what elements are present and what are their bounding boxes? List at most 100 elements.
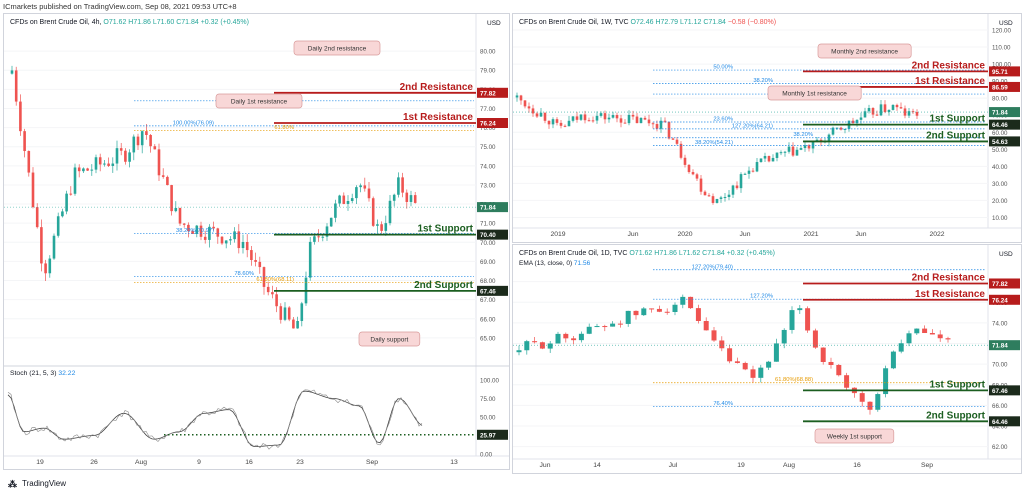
candle [691, 172, 695, 175]
fib-level-label: 78.60% [234, 271, 254, 277]
header-value: CFDs on Brent Crude Oil, 4h, [10, 19, 103, 26]
candle [617, 323, 623, 325]
candle [187, 224, 190, 232]
time-tick-label: 9 [197, 459, 201, 466]
candle [547, 343, 553, 349]
candle [170, 185, 173, 212]
chart-header: CFDs on Brent Crude Oil, 4h, O71.62 H71.… [10, 19, 249, 26]
price-tag [989, 416, 1020, 427]
fib-level-label: 127.20%(79.40) [692, 264, 733, 270]
chart-panel-1w[interactable]: CFDs on Brent Crude Oil, 1W, TVC O72.46 … [512, 13, 1022, 243]
candle [250, 250, 253, 261]
candle [308, 241, 312, 278]
chart-svg-1w[interactable]: CFDs on Brent Crude Oil, 1W, TVC O72.46 … [513, 14, 1021, 242]
candle [355, 187, 358, 199]
candle [94, 157, 98, 170]
publisher-bar: ICmarkets published on TradingView.com, … [0, 0, 1024, 12]
candle [734, 361, 740, 363]
candle [843, 128, 847, 130]
header-value: H71.86 [128, 19, 153, 26]
callout-box[interactable] [817, 43, 912, 59]
candle [672, 304, 678, 313]
candle [579, 114, 583, 120]
oscillator-tick-label: 0.00 [480, 452, 493, 459]
level-label: 1st Support [417, 224, 473, 235]
level-label: 2nd Resistance [912, 60, 986, 71]
level-label: 2nd Resistance [400, 82, 474, 93]
candle [891, 104, 895, 110]
callout-box[interactable] [767, 85, 862, 101]
tradingview-logo-icon[interactable]: ⁂ [8, 479, 17, 489]
price-tag [989, 294, 1020, 305]
candle [40, 227, 43, 264]
price-tick-label: 77.00 [480, 106, 496, 113]
candle [723, 197, 727, 199]
price-tick-label: 74.00 [992, 320, 1008, 327]
price-tag [989, 278, 1020, 289]
price-tag-label: 95.71 [992, 69, 1008, 76]
price-tag [989, 66, 1020, 77]
candle [237, 231, 241, 249]
candle [575, 116, 579, 120]
candle [338, 195, 341, 204]
time-tick-label: 14 [593, 462, 601, 469]
price-tick-label: 110.00 [992, 45, 1011, 52]
header-value: H72.79 [655, 19, 680, 26]
time-tick-label: 19 [737, 462, 745, 469]
callout-box[interactable] [358, 331, 421, 347]
candle [663, 120, 667, 122]
candle [859, 393, 865, 402]
fib-level-label: 61.80%(68.11) [256, 277, 294, 283]
candle [563, 333, 569, 339]
candle [703, 321, 709, 331]
callout-label: Monthly 1st resistance [782, 91, 847, 98]
footer-brand[interactable]: TradingView [22, 479, 67, 488]
candle [111, 163, 115, 166]
chart-svg-4h[interactable]: CFDs on Brent Crude Oil, 4h, O71.62 H71.… [4, 14, 509, 469]
candle [401, 177, 404, 193]
candle [844, 375, 850, 388]
candle [787, 146, 791, 152]
callout-box[interactable] [293, 40, 381, 56]
candle [789, 310, 795, 330]
chart-svg-1d[interactable]: CFDs on Brent Crude Oil, 1D, TVC O71.62 … [513, 245, 1021, 473]
fib-level-label: 23.60% [713, 117, 733, 123]
candle [329, 217, 333, 227]
candle [199, 225, 203, 237]
candle [531, 108, 535, 114]
candle [945, 338, 951, 340]
price-tick-label: 69.00 [480, 259, 496, 266]
callout-box[interactable] [215, 93, 303, 109]
candle [687, 164, 691, 173]
candle [595, 115, 599, 121]
candle [52, 235, 56, 259]
candle [599, 113, 603, 116]
candle [783, 151, 787, 153]
candle [643, 117, 647, 120]
candle [915, 111, 919, 116]
candle [711, 330, 717, 341]
header-value: C71.84 [176, 19, 201, 26]
candle [523, 100, 527, 107]
candle [258, 261, 262, 268]
chart-panel-4h[interactable]: CFDs on Brent Crude Oil, 4h, O71.62 H71.… [3, 13, 510, 470]
price-tick-label: 80.00 [480, 49, 496, 56]
time-tick-label: 2022 [929, 231, 944, 238]
price-tag-label: 67.46 [480, 288, 496, 295]
price-tick-label: 60.00 [992, 130, 1008, 137]
oscillator-level-tag [477, 429, 508, 440]
candle [65, 193, 68, 212]
price-tag-label: 77.82 [480, 90, 496, 97]
candle [807, 145, 811, 149]
candle [174, 207, 178, 212]
candles [516, 294, 951, 415]
candle [890, 351, 896, 369]
header-value: L71.62 [679, 250, 702, 257]
candle [128, 152, 131, 162]
candle [699, 178, 703, 192]
candle [559, 122, 563, 126]
candle [586, 326, 592, 334]
chart-panel-1d[interactable]: CFDs on Brent Crude Oil, 1D, TVC O71.62 … [512, 244, 1022, 474]
callout-box[interactable] [814, 428, 895, 444]
price-tick-label: 50.00 [992, 147, 1008, 154]
